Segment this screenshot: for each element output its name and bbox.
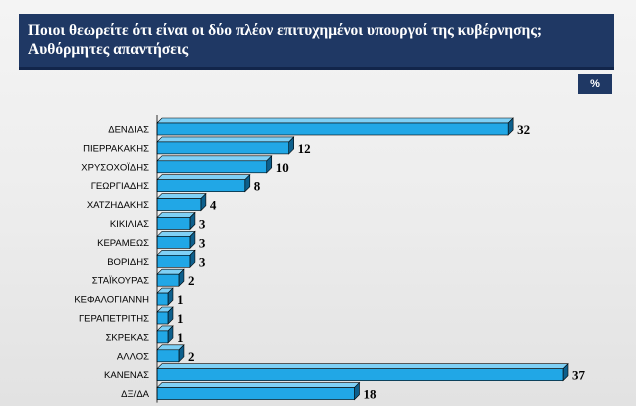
bar-14 xyxy=(156,368,564,382)
category-label: ΧΑΤΖΗΔΑΚΗΣ xyxy=(87,200,149,211)
bar-6 xyxy=(156,217,191,230)
value-label: 3 xyxy=(199,235,206,250)
bar-5 xyxy=(156,198,202,211)
category-label: ΚΙΚΙΛΙΑΣ xyxy=(110,219,149,230)
category-label: ΔΞ/ΔΑ xyxy=(121,389,150,400)
category-label: ΣΤΑΪΚΟΥΡΑΣ xyxy=(92,276,149,287)
chart-title-banner: Ποιοι θεωρείτε ότι είναι οι δύο πλέον επ… xyxy=(19,14,614,70)
value-label: 37 xyxy=(572,368,586,383)
bar-14-top xyxy=(156,363,569,370)
bar-4-top xyxy=(156,174,251,180)
category-label: ΚΑΝΕΝΑΣ xyxy=(104,370,149,381)
bar-9 xyxy=(156,273,180,287)
value-label: 10 xyxy=(276,160,289,175)
value-label: 2 xyxy=(188,349,195,364)
bar-12 xyxy=(156,330,169,344)
bar-6-top xyxy=(156,212,196,218)
value-label: 2 xyxy=(188,273,195,288)
bar-8-top xyxy=(156,250,196,256)
category-label: ΓΕΩΡΓΙΑΔΗΣ xyxy=(91,181,149,192)
bar-3 xyxy=(156,160,268,174)
value-label: 1 xyxy=(177,292,184,307)
bar-3-top xyxy=(156,155,273,162)
category-label: ΣΚΡΕΚΑΣ xyxy=(106,332,150,343)
bar-15-top xyxy=(156,382,361,388)
bar-4 xyxy=(156,179,246,192)
value-label: 4 xyxy=(210,198,217,213)
category-label: ΠΙΕΡΡΑΚΑΚΗΣ xyxy=(83,143,149,154)
category-label: ΧΡΥΣΟΧΟΪΔΗΣ xyxy=(81,162,149,173)
bar-15 xyxy=(156,387,355,400)
bar-7 xyxy=(156,236,191,249)
value-label: 3 xyxy=(199,254,206,269)
value-label: 1 xyxy=(177,311,184,326)
bar-5-top xyxy=(156,193,207,199)
unit-badge: % xyxy=(578,74,612,94)
bar-1 xyxy=(156,122,509,136)
bar-8 xyxy=(156,255,191,268)
category-label: ΔΕΝΔΙΑΣ xyxy=(108,125,149,136)
bar-13 xyxy=(156,349,180,363)
chart-title-line-2: Αυθόρμητες απαντήσεις xyxy=(28,41,189,58)
value-label: 18 xyxy=(364,387,378,402)
bar-10 xyxy=(156,292,169,306)
bar-7-top xyxy=(156,231,196,237)
value-label: 1 xyxy=(177,330,184,345)
bar-1-top xyxy=(156,117,514,124)
category-label: ΚΕΡΑΜΕΩΣ xyxy=(97,238,149,249)
value-label: 8 xyxy=(254,179,261,194)
bar-2-top xyxy=(156,136,295,143)
chart-title-line-1: Ποιοι θεωρείτε ότι είναι οι δύο πλέον επ… xyxy=(28,22,543,39)
bar-2 xyxy=(156,141,289,155)
category-label: ΒΟΡΙΔΗΣ xyxy=(107,257,149,268)
bar-11 xyxy=(156,311,169,325)
value-label: 3 xyxy=(199,217,206,232)
category-label: ΚΕΦΑΛΟΓΙΑΝΝΗ xyxy=(74,295,149,306)
category-label: ΓΕΡΑΠΕΤΡΙΤΗΣ xyxy=(79,314,149,325)
value-label: 32 xyxy=(517,122,530,137)
value-label: 12 xyxy=(298,141,311,156)
category-label: ΑΛΛΟΣ xyxy=(117,351,149,362)
